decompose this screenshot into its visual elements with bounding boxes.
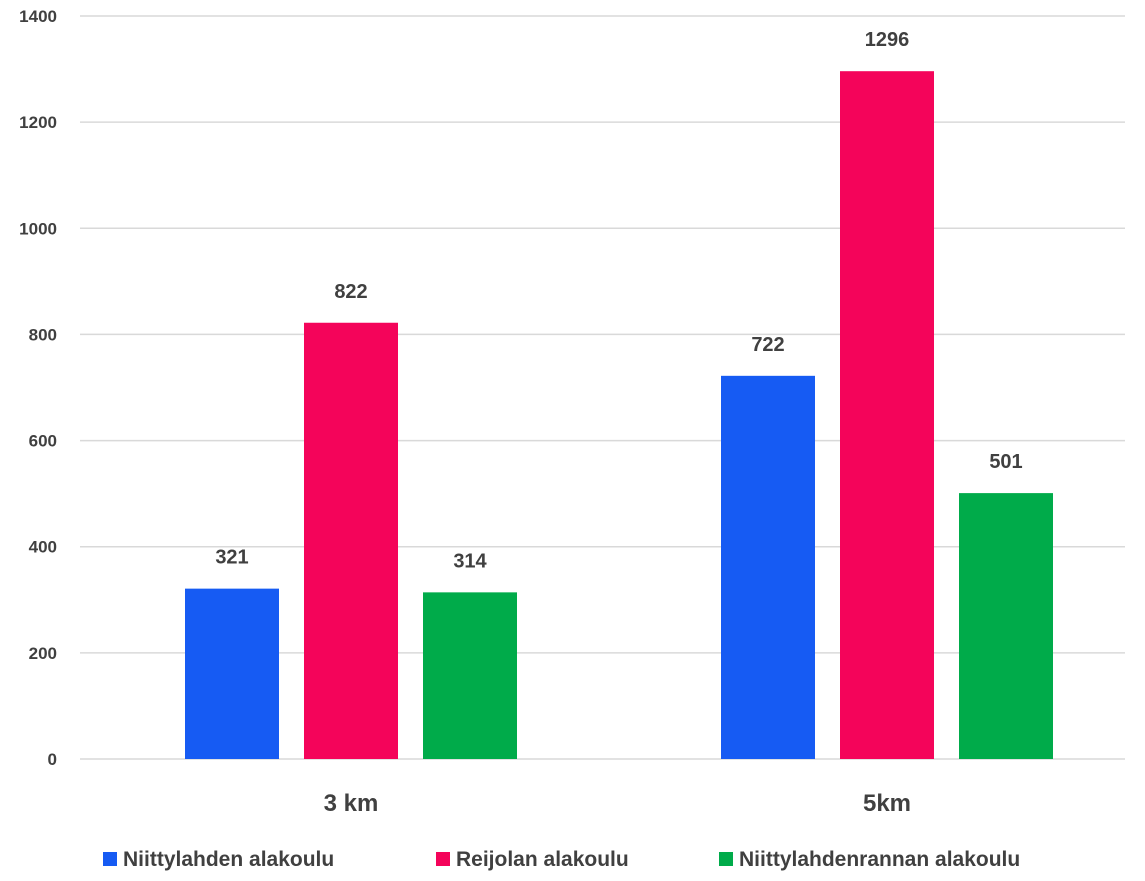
x-tick-label: 3 km	[324, 790, 379, 817]
bar-1-1	[185, 588, 279, 759]
y-tick-label: 1000	[19, 219, 57, 238]
legend-item-2: Reijolan alakoulu	[436, 848, 629, 871]
bars	[185, 71, 1053, 760]
data-labels: 321 822 314 722 1296 501	[215, 29, 1022, 572]
legend-label: Reijolan alakoulu	[456, 848, 629, 871]
y-tick-label: 1400	[19, 7, 57, 26]
data-label: 314	[453, 550, 487, 572]
bar-3-2	[959, 493, 1053, 759]
y-tick-label: 400	[29, 538, 57, 557]
y-tick-label: 800	[29, 325, 57, 344]
y-tick-label: 1200	[19, 113, 57, 132]
y-axis-ticks: 0 200 400 600 800 1000 1200 1400	[19, 7, 57, 769]
y-tick-label: 600	[29, 432, 57, 451]
legend-swatch	[436, 852, 450, 866]
legend-item-1: Niittylahden alakoulu	[103, 848, 334, 871]
data-label: 1296	[865, 29, 910, 51]
legend-swatch	[103, 852, 117, 866]
bar-1-2	[721, 375, 815, 759]
x-tick-label: 5km	[863, 790, 911, 817]
data-label: 321	[215, 547, 248, 569]
bar-2-2	[840, 71, 934, 760]
data-label: 501	[989, 451, 1022, 473]
legend-item-3: Niittylahdenrannan alakoulu	[719, 848, 1020, 871]
legend-swatch	[719, 852, 733, 866]
data-label: 722	[751, 334, 784, 356]
bar-3-1	[423, 592, 517, 759]
legend-label: Niittylahden alakoulu	[123, 848, 334, 871]
y-tick-label: 0	[48, 750, 57, 769]
bar-2-1	[304, 322, 398, 759]
legend-label: Niittylahdenrannan alakoulu	[739, 848, 1020, 871]
x-axis-ticks: 3 km 5km	[324, 790, 911, 817]
legend: Niittylahden alakoulu Reijolan alakoulu Ni…	[103, 848, 1020, 871]
data-label: 822	[334, 281, 367, 303]
y-tick-label: 200	[29, 644, 57, 663]
